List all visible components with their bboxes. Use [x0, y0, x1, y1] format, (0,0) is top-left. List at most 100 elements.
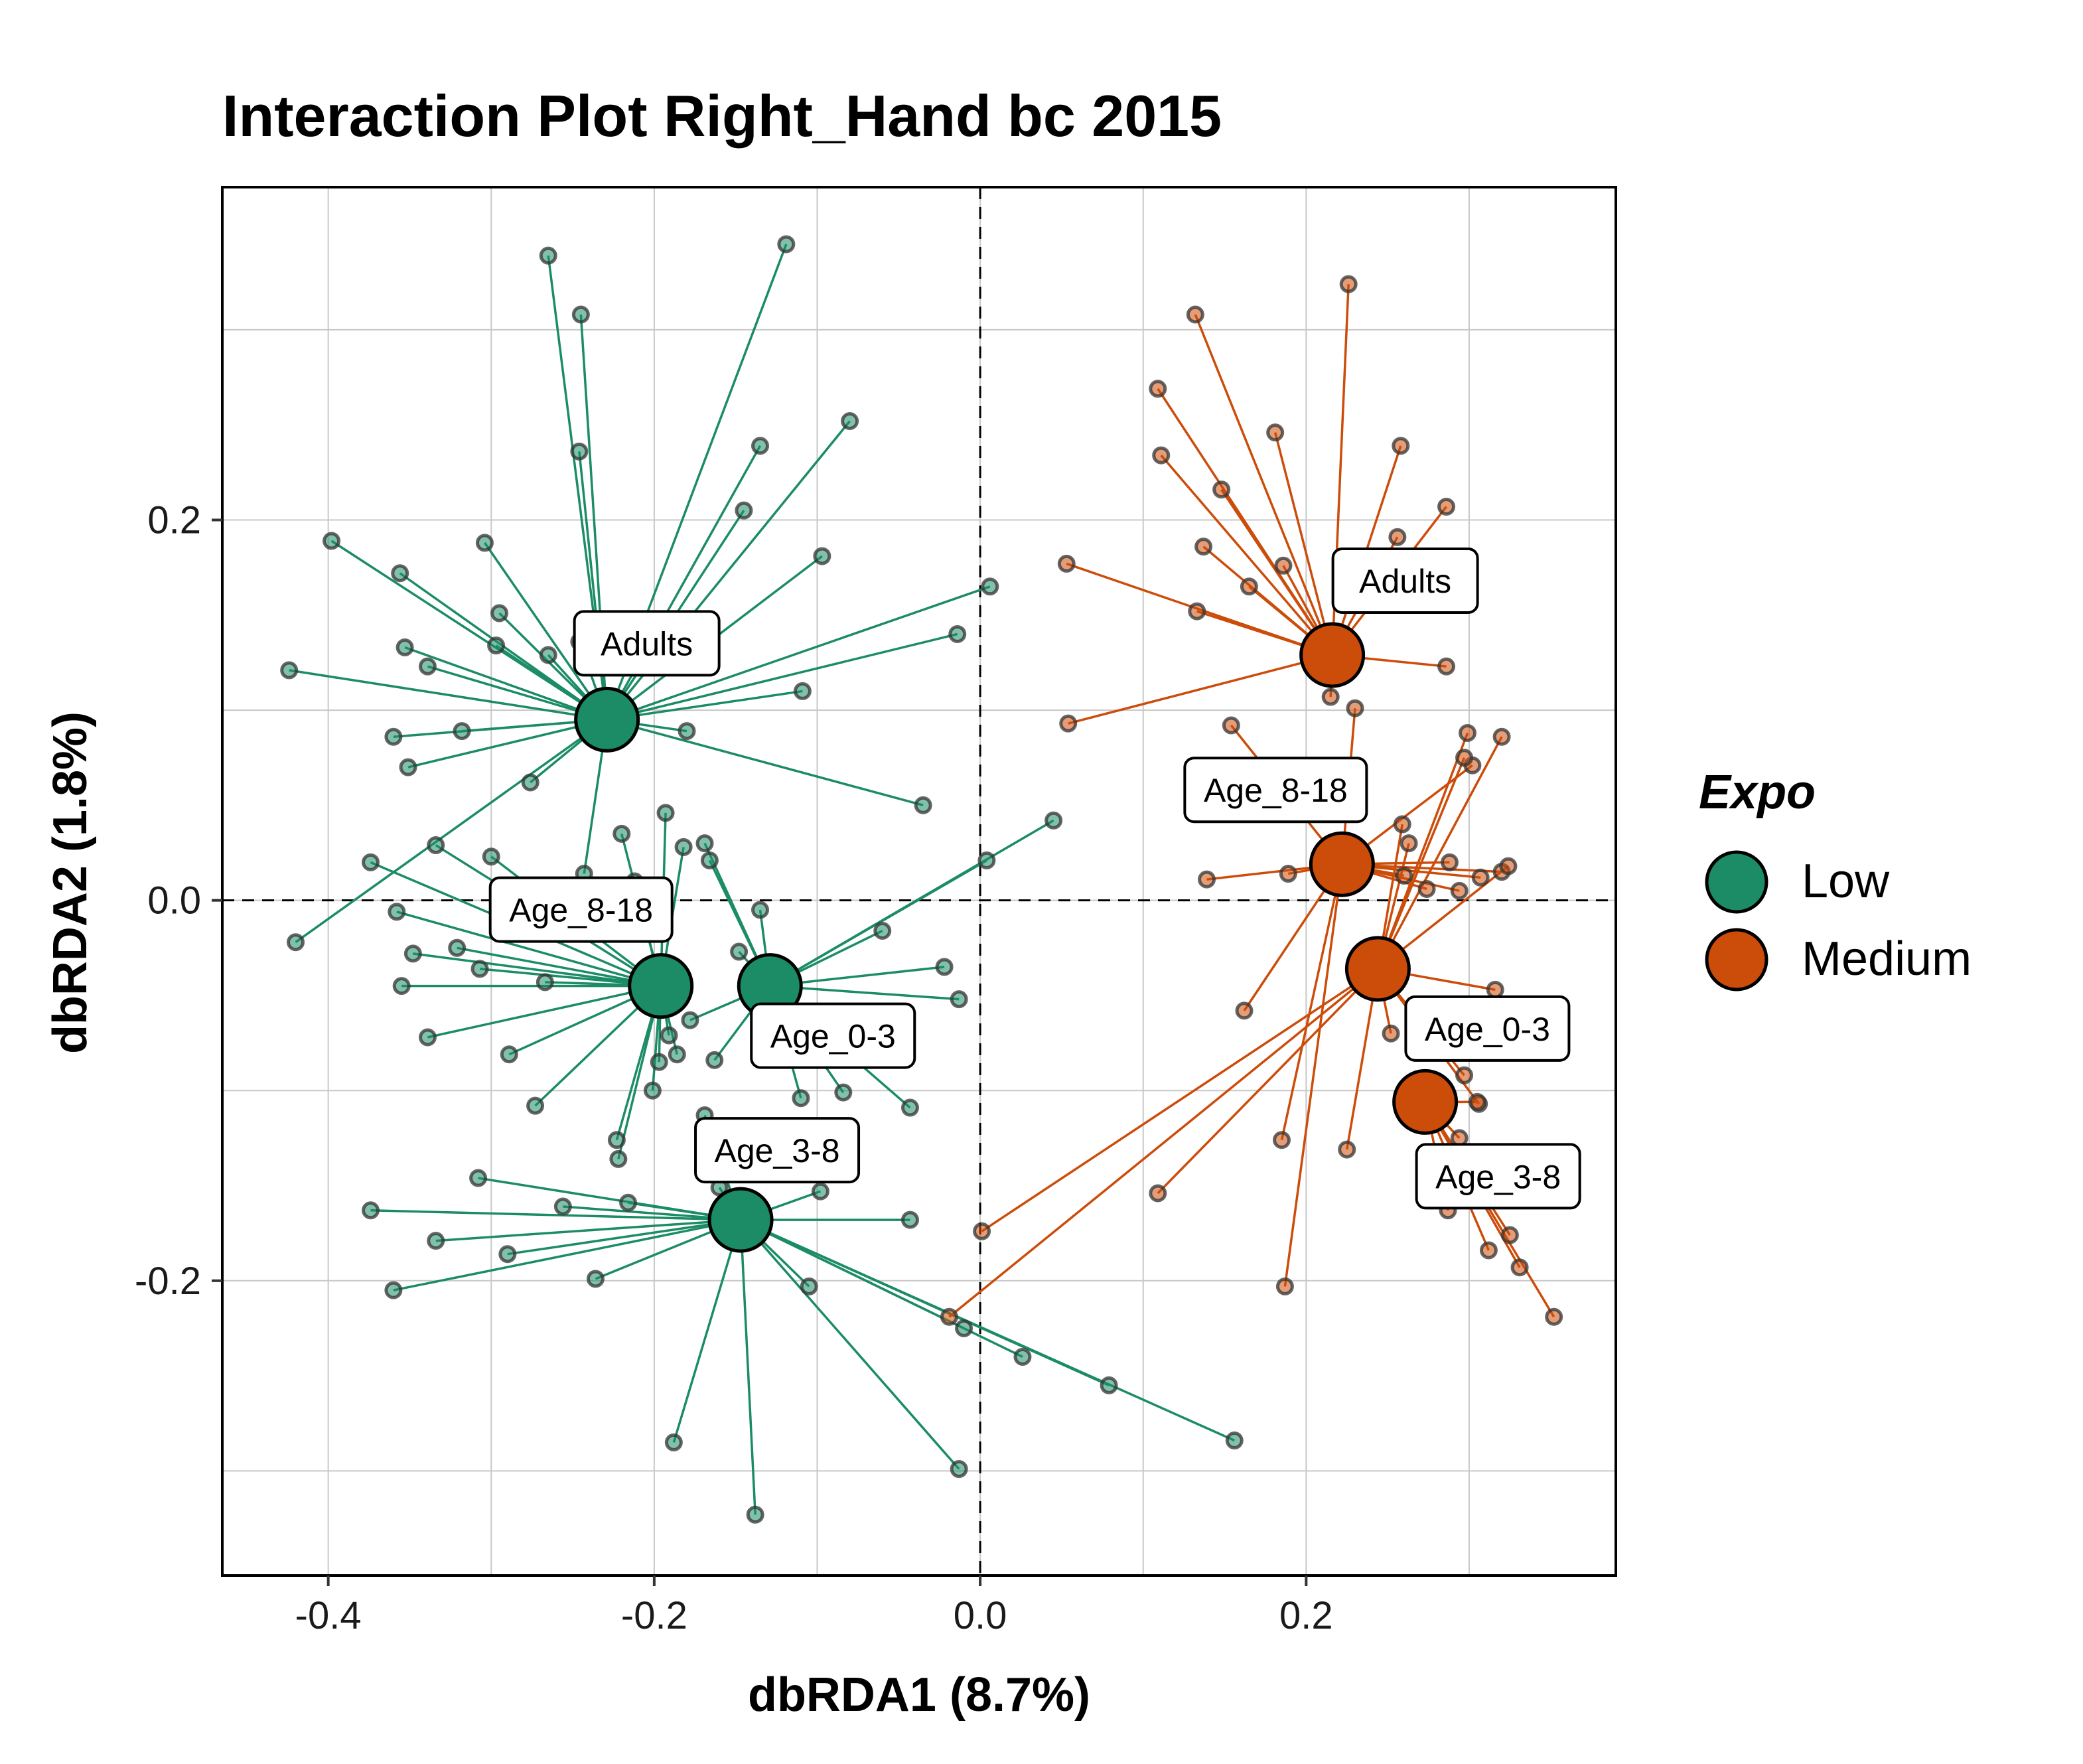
- point-medium: [940, 1307, 958, 1326]
- point-medium: [1186, 305, 1204, 324]
- point-low: [873, 922, 892, 940]
- point-low: [362, 853, 380, 871]
- point-low: [469, 1169, 488, 1187]
- centroid-label-box: [1331, 547, 1479, 614]
- point-low: [418, 657, 437, 676]
- segment-low: [739, 1220, 756, 1515]
- point-medium: [1392, 437, 1410, 455]
- point-low: [981, 577, 999, 596]
- point-low: [950, 990, 968, 1009]
- point-medium: [1492, 727, 1511, 746]
- plot-panel-border: [221, 186, 1617, 1577]
- point-medium: [1346, 699, 1364, 717]
- point-medium: [1149, 380, 1167, 398]
- point-low: [950, 1460, 968, 1479]
- segment-low: [607, 585, 991, 721]
- legend-label-low: Low: [1802, 855, 1890, 908]
- point-low: [553, 1197, 572, 1216]
- centroid-label-text: Age_8-18: [509, 892, 653, 929]
- point-medium: [1188, 602, 1206, 621]
- point-low: [418, 1028, 437, 1047]
- centroid-label-medium-adults: Adults: [1331, 547, 1479, 614]
- point-medium: [1235, 1001, 1254, 1020]
- centroid-label-text: Age_0-3: [770, 1018, 896, 1055]
- centroid-medium-adults: [1299, 622, 1366, 688]
- point-medium: [1388, 528, 1407, 546]
- point-medium: [1212, 480, 1231, 499]
- point-low: [792, 1089, 810, 1108]
- point-medium: [1545, 1307, 1563, 1326]
- point-medium: [1450, 881, 1469, 900]
- point-low: [948, 625, 967, 643]
- point-low: [746, 1505, 764, 1524]
- point-medium: [1152, 446, 1171, 465]
- centroid-label-low-age-0-3: Age_0-3: [750, 1002, 916, 1069]
- point-low: [681, 1011, 699, 1029]
- point-medium: [1279, 865, 1297, 883]
- point-low: [448, 938, 467, 957]
- point-low: [384, 1281, 403, 1299]
- point-medium: [1275, 1277, 1294, 1295]
- point-low: [1100, 1376, 1118, 1394]
- segment-low: [507, 1218, 741, 1256]
- point-low: [287, 933, 305, 952]
- centroid-label-text: Adults: [1359, 563, 1451, 600]
- point-low: [900, 1211, 919, 1229]
- point-low: [392, 977, 411, 995]
- point-medium: [1400, 834, 1418, 853]
- point-low: [678, 722, 696, 741]
- point-low: [539, 646, 557, 664]
- point-medium: [1272, 1131, 1291, 1149]
- point-low: [475, 534, 494, 552]
- point-low: [674, 838, 693, 856]
- point-medium: [1437, 657, 1456, 676]
- centroid-label-box: [1183, 757, 1368, 824]
- point-low: [935, 958, 954, 976]
- centroid-label-box: [694, 1117, 861, 1184]
- segment-medium: [1068, 654, 1333, 725]
- point-low: [487, 636, 506, 655]
- sample-points: [280, 235, 1563, 1524]
- point-medium: [1468, 1092, 1486, 1111]
- segment-medium: [1194, 314, 1334, 656]
- segment-low: [740, 1218, 1023, 1359]
- grid: [222, 187, 1616, 1576]
- point-low: [391, 564, 409, 583]
- point-low: [977, 851, 996, 869]
- point-low: [955, 1319, 973, 1337]
- centroid-label-text: Age_0-3: [1425, 1011, 1550, 1048]
- centroid-label-low-age-3-8: Age_3-8: [694, 1117, 861, 1184]
- point-low: [384, 727, 403, 746]
- point-medium: [1222, 716, 1240, 735]
- point-medium: [1057, 554, 1076, 573]
- point-medium: [1338, 1140, 1356, 1159]
- point-medium: [973, 1222, 991, 1240]
- segment-medium: [1220, 488, 1334, 656]
- point-low: [500, 1045, 518, 1064]
- point-low: [834, 1083, 853, 1102]
- centroid-label-text: Age_8-18: [1204, 772, 1348, 809]
- centroid-low-age-3-8: [707, 1187, 774, 1253]
- segment-low: [607, 690, 803, 721]
- point-low: [571, 305, 590, 324]
- point-low: [323, 532, 341, 550]
- y-tick-label: 0.2: [147, 499, 201, 542]
- segment-low: [607, 718, 924, 807]
- point-low: [427, 1232, 445, 1250]
- point-low: [1044, 811, 1063, 830]
- point-low: [570, 442, 589, 461]
- point-low: [453, 722, 471, 741]
- x-tick-label: 0.2: [1279, 1594, 1333, 1637]
- legend-key-medium: [1705, 928, 1768, 992]
- point-medium: [1393, 815, 1411, 834]
- point-low: [700, 851, 719, 869]
- point-low: [470, 960, 489, 978]
- segment-low: [427, 984, 662, 1039]
- segment-low: [289, 669, 607, 721]
- segment-low: [370, 1209, 741, 1221]
- centroid-label-box: [488, 876, 674, 943]
- point-low: [607, 1131, 626, 1149]
- segment-low: [739, 1218, 960, 1470]
- centroid-label-low-age-8-18: Age_8-18: [488, 876, 674, 943]
- point-low: [609, 1149, 628, 1168]
